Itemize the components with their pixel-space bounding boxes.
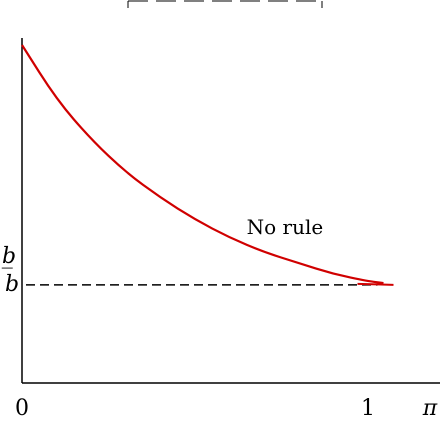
labels-layer: 0 1 π b b̲ No rule <box>2 215 438 421</box>
series-line-no-rule <box>21 44 384 285</box>
y-tick-label-b-underline: b̲ <box>2 244 16 269</box>
x-tick-label-0: 0 <box>15 396 29 421</box>
series-layer <box>21 44 394 286</box>
x-tick-label-2: π <box>422 396 438 421</box>
y-tick-label-b: b <box>5 272 19 297</box>
series-tail <box>357 282 394 286</box>
x-tick-label-1: 1 <box>361 396 375 421</box>
annotation-label-0: No rule <box>247 215 324 239</box>
axes <box>21 38 440 384</box>
top-partial-border <box>127 0 323 8</box>
